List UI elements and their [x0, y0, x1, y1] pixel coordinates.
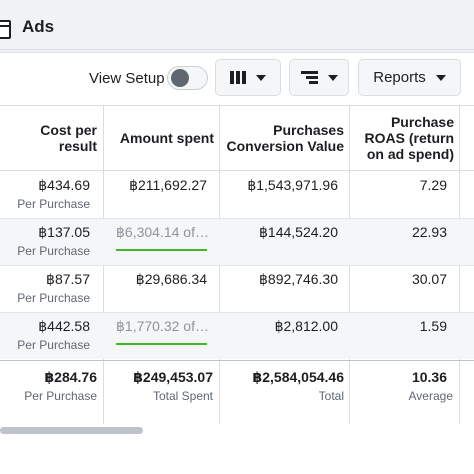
total-spent: ฿249,453.07 — [133, 369, 213, 385]
cost-per-result-value: ฿434.69 — [38, 177, 90, 193]
conversion-value: ฿2,812.00 — [274, 318, 338, 334]
row-divider — [0, 218, 474, 219]
row-divider — [0, 312, 474, 313]
breakdown-icon — [300, 71, 318, 84]
cost-per-result-sub: Per Purchase — [17, 197, 90, 211]
total-cost: ฿284.76 — [44, 369, 97, 385]
page-title: Ads — [22, 17, 55, 36]
chevron-down-icon — [435, 74, 446, 81]
ads-panel: View Setup Reports Cost per result Amoun… — [0, 52, 474, 474]
totals-row: ฿284.76 Per Purchase ฿249,453.07 Total S… — [0, 360, 474, 424]
columns-icon — [230, 71, 246, 84]
cost-per-result-value: ฿442.58 — [38, 318, 90, 334]
conversion-value: ฿892,746.30 — [259, 271, 338, 287]
reports-label: Reports — [373, 69, 426, 86]
cost-per-result-value: ฿87.57 — [46, 271, 90, 287]
header-divider — [0, 170, 474, 171]
column-header-roas[interactable]: Purchase ROAS (return on ad spend) — [364, 114, 454, 162]
column-header-conversion-value[interactable]: Purchases Conversion Value — [226, 122, 344, 154]
ads-table: Cost per result Amount spent Purchases C… — [0, 105, 474, 424]
toolbar: View Setup Reports — [0, 53, 474, 105]
horizontal-scrollbar[interactable] — [0, 425, 474, 435]
reports-button[interactable]: Reports — [358, 59, 461, 96]
row-divider — [0, 265, 474, 266]
total-roas-sub: Average — [408, 389, 453, 403]
budget-progress-bar — [116, 343, 207, 345]
table-row[interactable]: ฿87.57 Per Purchase ฿29,686.34 ฿892,746.30 3… — [0, 265, 474, 312]
view-setup-toggle[interactable] — [167, 66, 208, 90]
roas-value: 7.29 — [419, 177, 447, 193]
cost-per-result-sub: Per Purchase — [17, 338, 90, 352]
cost-per-result-sub: Per Purchase — [17, 244, 90, 258]
table-row[interactable]: ฿442.58 Per Purchase ฿1,770.32 of… ฿2,812.0… — [0, 312, 474, 359]
table-row[interactable]: ฿434.69 Per Purchase ฿211,692.27 ฿1,543,971… — [0, 171, 474, 218]
amount-spent-value: ฿211,692.27 — [129, 177, 207, 193]
total-conv-sub: Total — [318, 389, 344, 403]
cost-per-result-value: ฿137.05 — [38, 224, 90, 240]
roas-value: 30.07 — [411, 271, 447, 287]
total-spent-sub: Total Spent — [152, 389, 213, 403]
total-roas: 10.36 — [411, 369, 447, 385]
amount-spent-value: ฿29,686.34 — [135, 271, 207, 287]
chevron-down-icon — [327, 74, 338, 81]
columns-button[interactable] — [215, 59, 281, 96]
page-header: Ads — [0, 0, 474, 50]
amount-spent-value: ฿1,770.32 of… — [116, 318, 209, 334]
table-row[interactable]: ฿137.05 Per Purchase ฿6,304.14 of… ฿144,524… — [0, 218, 474, 265]
chevron-down-icon — [256, 74, 266, 81]
view-setup-label: View Setup — [89, 70, 165, 87]
ads-panel-icon — [0, 20, 11, 39]
conversion-value: ฿144,524.20 — [259, 224, 338, 240]
column-header-cost-per-result[interactable]: Cost per result — [40, 122, 97, 154]
amount-spent-value: ฿6,304.14 of… — [116, 224, 209, 240]
total-conv: ฿2,584,054.46 — [252, 369, 345, 385]
roas-value: 1.59 — [419, 318, 447, 334]
toggle-knob — [171, 69, 189, 87]
scrollbar-thumb[interactable] — [0, 427, 143, 434]
breakdown-button[interactable] — [289, 59, 349, 96]
roas-value: 22.93 — [411, 224, 447, 240]
column-header-amount-spent[interactable]: Amount spent — [119, 130, 214, 146]
cost-per-result-sub: Per Purchase — [17, 291, 90, 305]
budget-progress-bar — [116, 249, 207, 251]
conversion-value: ฿1,543,971.96 — [247, 177, 338, 193]
total-cost-sub: Per Purchase — [24, 389, 97, 403]
